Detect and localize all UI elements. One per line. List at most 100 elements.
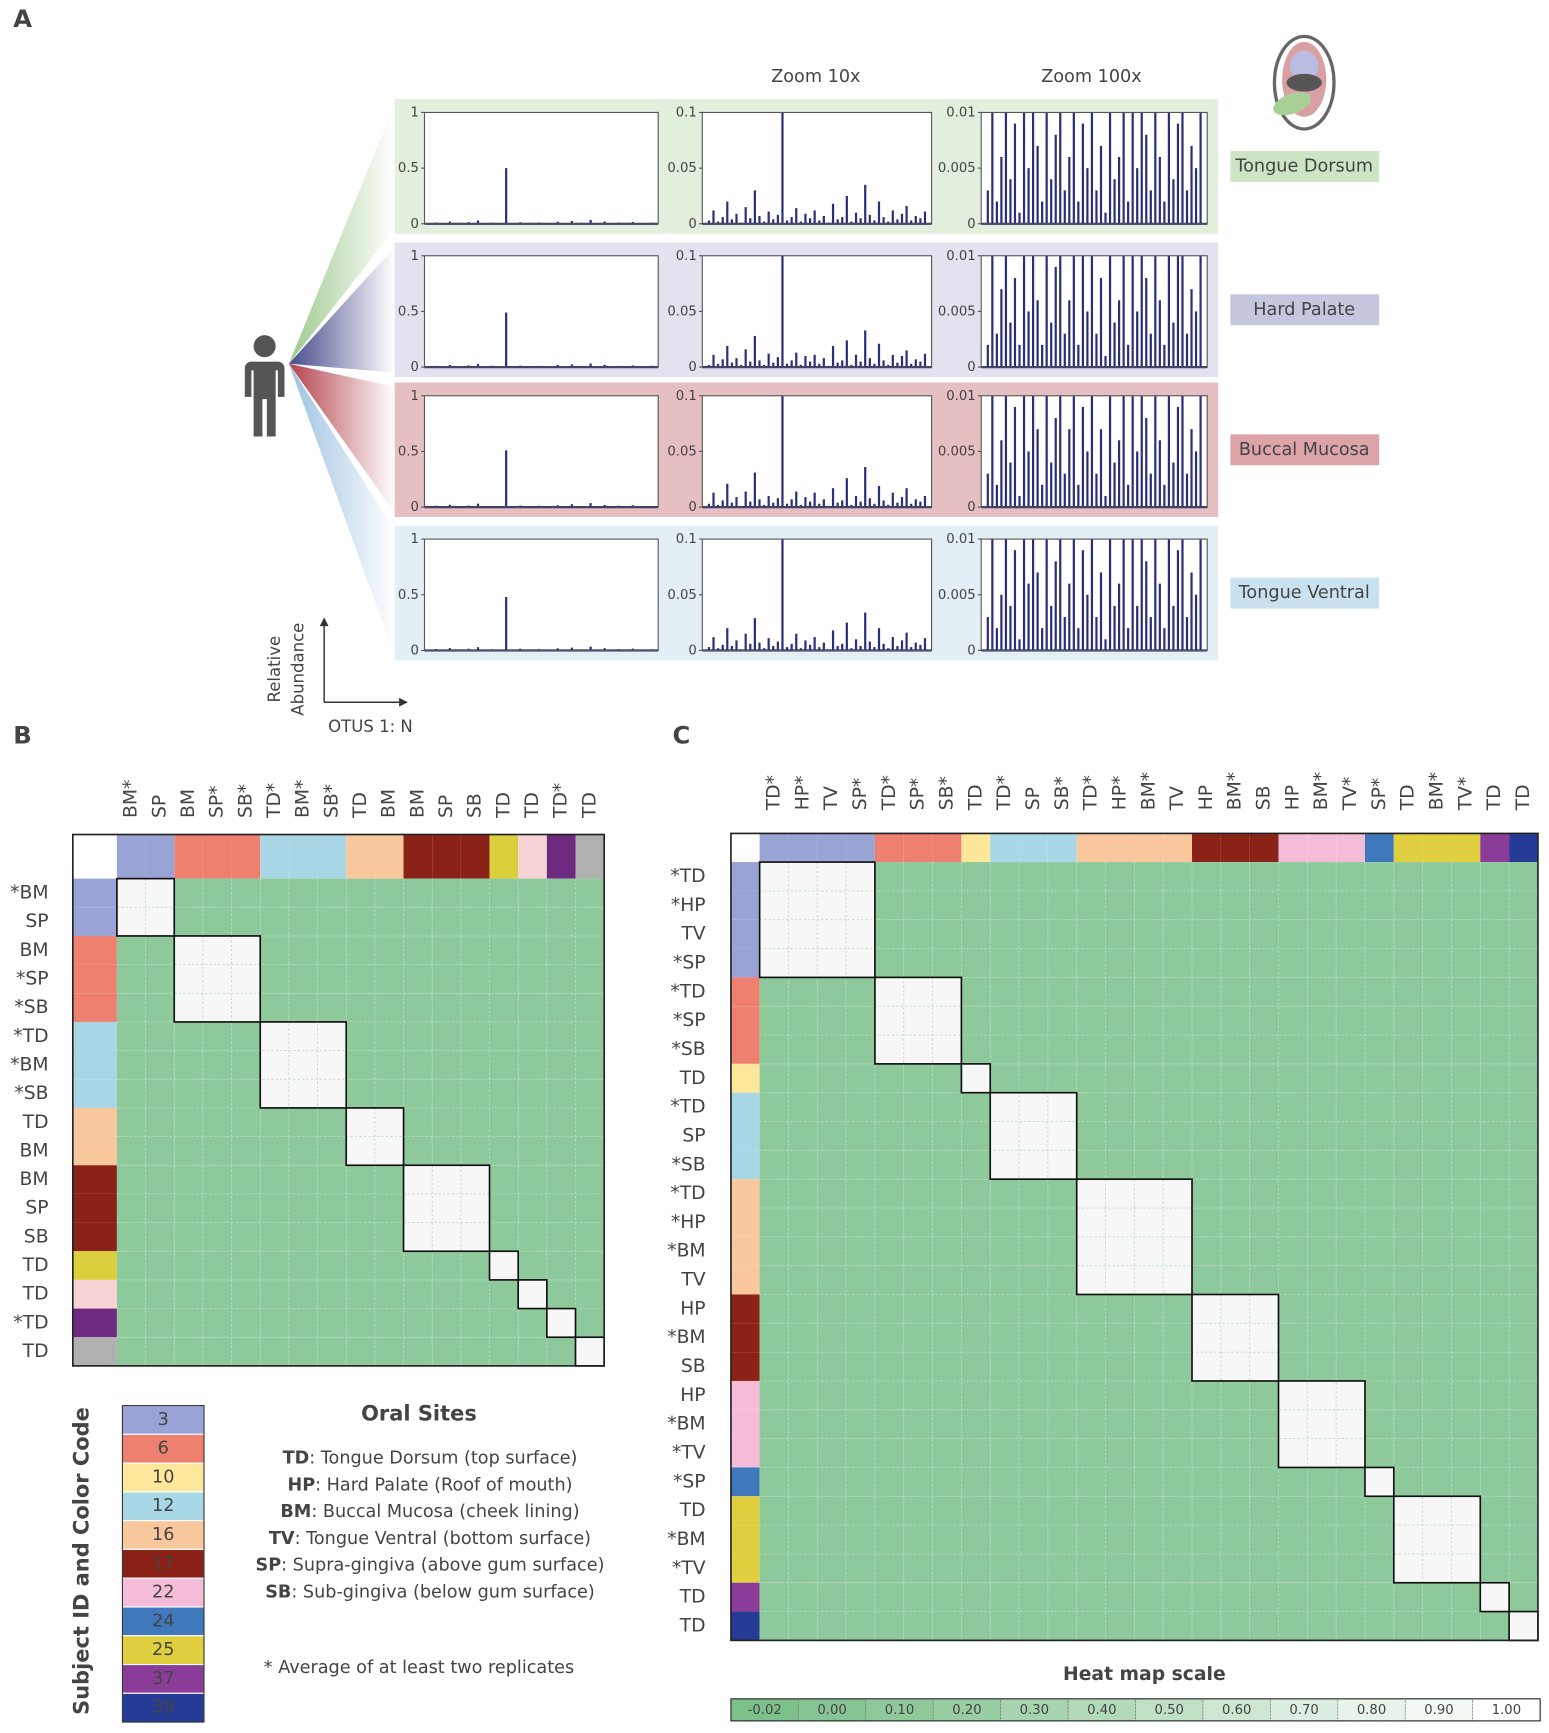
heatmap-cell — [1336, 1467, 1365, 1497]
heatmap-cell — [932, 1063, 962, 1093]
axis-arrows — [319, 617, 408, 707]
heatmap-cell — [546, 1279, 576, 1309]
heatmap-cell — [231, 1279, 261, 1309]
heatmap-cell — [1163, 1208, 1193, 1237]
fan — [288, 363, 395, 513]
heatmap-cell — [1019, 862, 1048, 891]
bar — [1018, 212, 1021, 224]
heatmap-cell — [231, 1222, 261, 1252]
heatmap-cell — [202, 1308, 232, 1338]
heatmap-cell — [1336, 948, 1365, 978]
heatmap-cell — [1278, 1092, 1308, 1122]
heatmap-cell — [1249, 977, 1279, 1007]
heatmap-cell — [759, 1121, 789, 1151]
heatmap-cell — [518, 1165, 547, 1194]
heatmap-cell — [1076, 1265, 1106, 1295]
bar — [721, 644, 724, 651]
heatmap-cell — [1307, 1179, 1337, 1209]
heatmap-cell — [260, 1165, 289, 1194]
heatmap-cell — [174, 1050, 203, 1080]
subject-color-bar — [145, 834, 175, 879]
bar — [1063, 333, 1066, 368]
heatmap-cell — [1509, 1380, 1538, 1410]
heatmap-cell — [432, 1222, 461, 1252]
heatmap-cell — [1393, 948, 1423, 978]
heatmap-cell — [1480, 1265, 1510, 1295]
heatmap-cell — [1509, 1323, 1538, 1353]
bar — [891, 637, 894, 651]
heatmap-cell — [874, 890, 904, 920]
heatmap-cell — [1019, 1525, 1048, 1554]
heatmap-cell — [346, 1165, 375, 1194]
heatmap-cell — [817, 919, 847, 949]
y-tick-label: 0 — [411, 500, 419, 515]
block-border — [1392, 1495, 1482, 1584]
bar — [1127, 344, 1130, 368]
y-tick-label: 1 — [411, 249, 419, 264]
bar — [1113, 322, 1116, 368]
site-label-box — [1230, 577, 1380, 609]
heatmap-cell — [846, 1380, 875, 1410]
bar — [589, 363, 592, 368]
bar — [570, 364, 573, 368]
heatmap-cell — [1336, 1496, 1365, 1526]
heatmap-cell — [1336, 1092, 1365, 1122]
heatmap-cell — [817, 1294, 847, 1324]
heatmap-cell — [174, 1193, 203, 1223]
bar — [762, 648, 766, 651]
heatmap-cell — [759, 1150, 789, 1180]
heatmap-cell — [1278, 1496, 1308, 1526]
zoom-header: Zoom 100x — [1041, 67, 1141, 87]
bar — [900, 640, 904, 651]
heatmap-cell — [460, 1251, 490, 1280]
bar — [1068, 156, 1071, 224]
bar — [1041, 628, 1044, 651]
heatmap-cell — [788, 1496, 818, 1526]
heatmap-cell — [1278, 1265, 1308, 1295]
heatmap-cell — [1451, 1179, 1481, 1209]
heatmap-cell — [817, 1352, 847, 1381]
bar — [859, 218, 862, 224]
heatmap-cell — [903, 1467, 933, 1497]
heatmap-cell — [1163, 1352, 1193, 1381]
scale-label: 0.20 — [952, 1703, 981, 1718]
heatmap-cell — [1509, 948, 1538, 978]
column-label: BM* — [1311, 772, 1332, 810]
heatmap-cell — [288, 1279, 318, 1309]
bar — [1185, 473, 1189, 508]
oral-sites-title: Oral Sites — [361, 1401, 477, 1425]
heatmap-cell — [1393, 1467, 1423, 1497]
subject-color-bar — [730, 1467, 760, 1497]
row-label: *TD — [670, 1183, 705, 1204]
heatmap-cell — [403, 964, 433, 994]
bar — [1131, 255, 1134, 368]
heatmap-cell — [260, 1107, 289, 1137]
bar — [448, 648, 451, 651]
heatmap-cell — [874, 1525, 904, 1554]
bar — [859, 645, 862, 651]
heatmap-cell — [1480, 862, 1510, 891]
bar — [1063, 190, 1066, 224]
panel-letter: A — [13, 4, 32, 33]
heatmap-cell — [1076, 1323, 1106, 1353]
bar — [991, 255, 994, 368]
heatmap-cell — [260, 1136, 289, 1166]
bar — [864, 467, 867, 508]
bar — [1158, 583, 1161, 651]
heatmap-cell — [932, 977, 962, 1007]
bar — [877, 343, 881, 368]
bars — [986, 539, 1202, 651]
heatmap-cell — [1393, 862, 1423, 891]
heatmap-cell — [346, 1079, 375, 1108]
bar — [882, 643, 885, 651]
y-tick-label: 0.5 — [398, 588, 419, 603]
subject-color-bar — [730, 977, 760, 1007]
heatmap-cell — [1192, 1006, 1221, 1036]
heatmap-cell — [1480, 1150, 1510, 1180]
row-label: TD — [22, 1255, 49, 1276]
y-tick-label: 0.01 — [946, 105, 975, 120]
column-label: TV — [1167, 786, 1188, 811]
column-label: BM* — [1225, 772, 1246, 810]
bar — [1004, 112, 1008, 224]
subject-color-bar — [288, 834, 318, 879]
